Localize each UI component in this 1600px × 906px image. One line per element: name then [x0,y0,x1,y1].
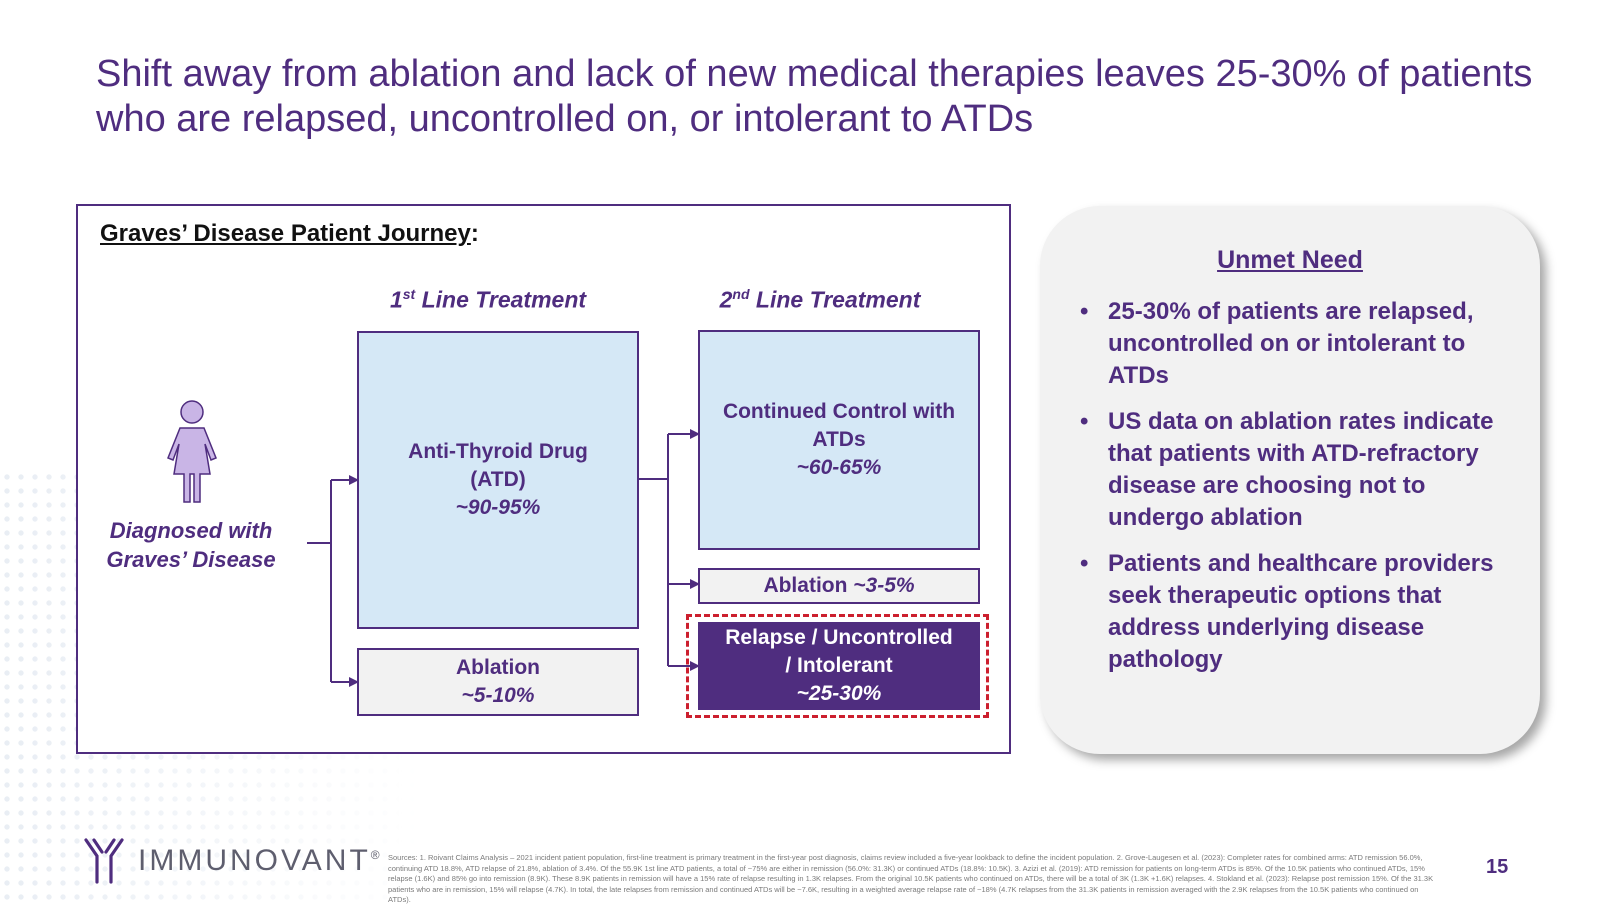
logo-registered-mark: ® [370,848,383,862]
first-line-label: Line Treatment [415,286,587,313]
ablation-first-line-box: Ablation ~5-10% [357,648,639,716]
unmet-need-title: Unmet Need [1217,246,1363,274]
ablation-first-line-pct: ~5-10% [461,684,535,707]
patient-journey-panel: Graves’ Disease Patient Journey: 1st Lin… [76,204,1011,754]
continued-pct: ~60-65% [796,456,882,479]
relapse-line-1: Relapse / Uncontrolled [725,626,953,649]
unmet-need-bullet: • 25-30% of patients are relapsed, uncont… [1080,296,1510,392]
atd-pct: ~90-95% [455,496,541,519]
ablation-second-line-box: Ablation ~3-5% [698,568,980,604]
second-line-ordinal: nd [732,286,750,302]
diagnosed-line-2: Graves’ Disease [106,547,276,572]
ablation-first-line-label: Ablation [456,656,540,679]
person-female-icon [167,400,217,503]
immunovant-logo: IMMUNOVANT® [80,836,383,886]
relapse-box: Relapse / Uncontrolled / Intolerant ~25-… [698,622,980,710]
continued-control-box: Continued Control with ATDs ~60-65% [698,330,980,550]
atd-box: Anti-Thyroid Drug (ATD) ~90-95% [357,331,639,629]
diagnosed-label: Diagnosed with Graves’ Disease [86,516,296,574]
sources-footnote: Sources: 1. Roivant Claims Analysis – 20… [388,853,1434,904]
atd-line-2: (ATD) [470,468,526,491]
first-line-ordinal: st [402,286,416,302]
diagnosed-line-1: Diagnosed with [109,518,273,543]
relapse-highlight-dashed-border [686,614,989,718]
journey-heading: Graves’ Disease Patient Journey: [100,220,479,248]
journey-heading-colon: : [470,220,479,247]
bullet-dot-icon: • [1080,550,1089,577]
first-line-heading: 1st Line Treatment [343,286,633,314]
unmet-need-bullet-text: Patients and healthcare providers seek t… [1108,550,1494,673]
second-line-label: Line Treatment [749,286,921,313]
continued-line-1: Continued Control with [722,400,956,423]
unmet-need-bullet-text: 25-30% of patients are relapsed, uncontr… [1108,298,1474,389]
second-line-heading: 2nd Line Treatment [675,286,965,314]
atd-line-1: Anti-Thyroid Drug [408,440,588,463]
immunovant-logo-icon [84,838,124,884]
logo-wordmark-text: IMMUNOVANT [138,844,371,877]
relapse-line-2: / Intolerant [785,654,893,677]
unmet-need-bullet: • US data on ablation rates indicate that… [1080,406,1510,534]
unmet-need-bullet-text: US data on ablation rates indicate that … [1108,408,1494,531]
flow-connectors [307,429,700,687]
bullet-dot-icon: • [1080,298,1089,325]
ablation-second-line-label: Ablation [763,574,854,597]
logo-wordmark: IMMUNOVANT® [138,844,383,878]
continued-line-2: ATDs [812,428,866,451]
second-line-number: 2 [719,286,733,313]
unmet-need-panel: Unmet Need • 25-30% of patients are relap… [1040,206,1540,754]
unmet-need-list: • 25-30% of patients are relapsed, uncont… [1080,296,1510,690]
bullet-dot-icon: • [1080,408,1089,435]
page-number: 15 [1486,856,1509,878]
journey-heading-text: Graves’ Disease Patient Journey [100,220,471,247]
relapse-pct: ~25-30% [796,682,882,705]
unmet-need-bullet: • Patients and healthcare providers seek … [1080,548,1510,676]
first-line-number: 1 [389,286,403,313]
slide-title: Shift away from ablation and lack of new… [96,53,1533,140]
ablation-second-line-pct: ~3-5% [853,574,915,597]
